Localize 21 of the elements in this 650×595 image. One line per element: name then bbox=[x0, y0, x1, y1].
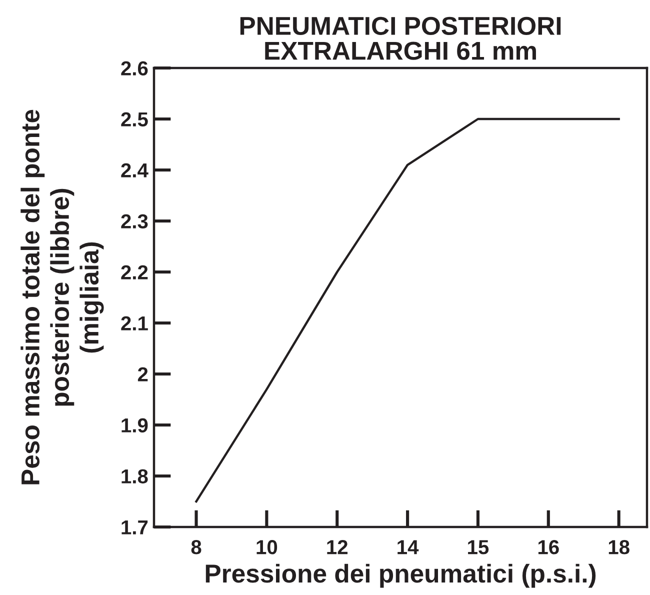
y-tick-label: 2.5 bbox=[121, 112, 148, 126]
y-tick-label: 1.8 bbox=[122, 469, 148, 484]
x-tick-label: 16 bbox=[538, 540, 559, 554]
x-tick-label: 15 bbox=[468, 540, 489, 554]
y-tick-label: 2.6 bbox=[121, 61, 148, 76]
y-tick-label: 2.1 bbox=[121, 316, 148, 330]
y-tick-label: 2.4 bbox=[121, 163, 148, 178]
x-tick-label: 12 bbox=[327, 540, 348, 554]
y-tick-label: 2.3 bbox=[121, 214, 148, 229]
x-tick-label: 8 bbox=[191, 540, 202, 554]
x-axis-title: Pressione dei pneumatici (p.s.i.) bbox=[206, 564, 596, 588]
y-tick-label: 2 bbox=[138, 367, 148, 382]
y-tick-label: 2.2 bbox=[121, 265, 148, 280]
y-tick-label: 1.9 bbox=[122, 418, 148, 432]
x-tick-label: 14 bbox=[398, 540, 419, 554]
line-series bbox=[195, 118, 620, 503]
x-tick-label: 10 bbox=[256, 540, 278, 554]
x-tick-label: 18 bbox=[608, 540, 630, 554]
y-axis-title: Peso massimo totale del ponte posteriore (libbre) (migliaia) bbox=[20, 110, 104, 484]
y-tick-label: 1.7 bbox=[122, 520, 148, 534]
chart-title: PNEUMATICI POSTERIORI EXTRALARGHI 61 mm bbox=[240, 16, 561, 60]
